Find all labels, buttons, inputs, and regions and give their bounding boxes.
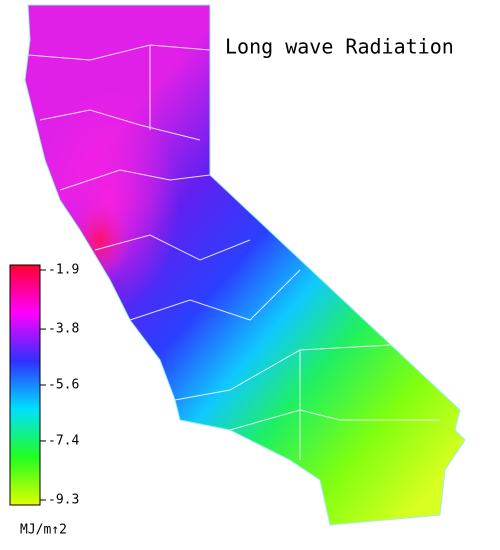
unit-label: MJ/m↑2 xyxy=(20,523,67,538)
tick-label: -7.4 xyxy=(48,433,79,448)
tick-label: -1.9 xyxy=(48,263,79,278)
tick-label: -3.8 xyxy=(48,322,79,337)
state-outline xyxy=(24,4,466,526)
tick-label: -5.6 xyxy=(48,378,79,393)
map-title: Long wave Radiation xyxy=(225,35,454,59)
color-bar xyxy=(9,264,41,506)
tick-label: -9.3 xyxy=(48,493,79,508)
